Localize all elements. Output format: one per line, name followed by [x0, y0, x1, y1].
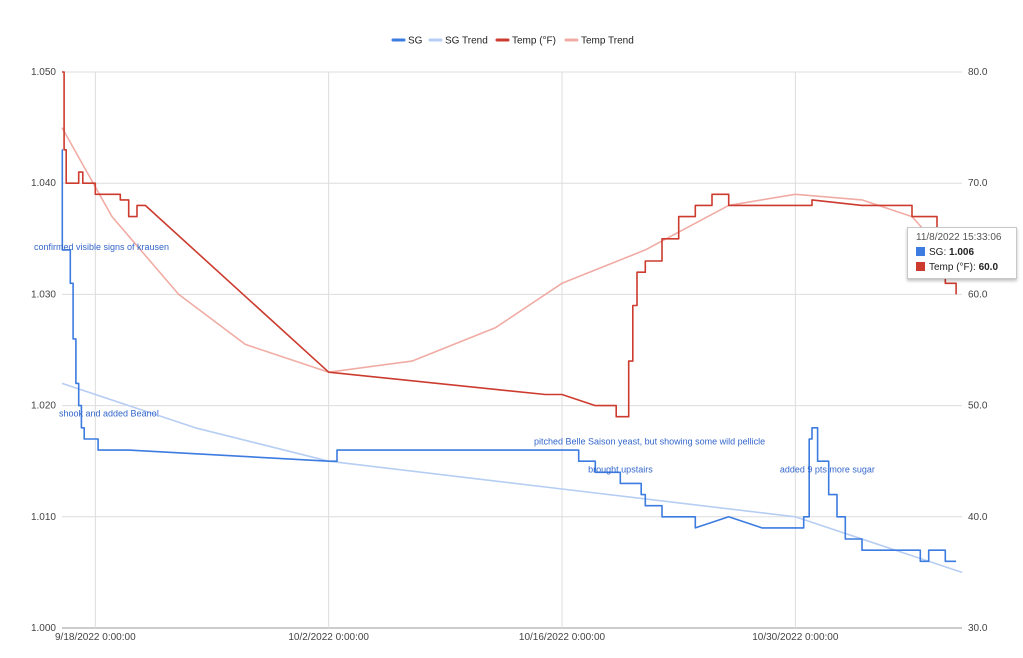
- tooltip-title: 11/8/2022 15:33:06: [916, 232, 1002, 243]
- x-tick-label: 9/18/2022 0:00:00: [55, 632, 136, 643]
- legend: SG SG Trend Temp (°F) Temp Trend: [391, 36, 634, 47]
- y-left-tick-label: 1.050: [31, 67, 56, 78]
- legend-label: SG Trend: [445, 36, 488, 47]
- tooltip-value-sg: 1.006: [949, 247, 975, 258]
- y-right-tick-label: 60.0: [968, 289, 988, 300]
- tooltip-value-temp: 60.0: [978, 262, 999, 273]
- tooltip: 11/8/2022 15:33:06 SG: 1.006 Temp (°F): …: [907, 227, 1017, 279]
- y-right-tick-label: 50.0: [968, 401, 988, 412]
- series-line-temp: [62, 71, 957, 418]
- y-left-tick-label: 1.030: [31, 289, 56, 300]
- series-line-temp-trend: [61, 127, 963, 373]
- axes: 1.000 30.0 1.010 40.0 1.020 50.0 1.030 60.0 1.04…: [31, 67, 988, 643]
- y-right-tick-label: 40.0: [968, 512, 988, 523]
- tooltip-swatch-temp: [916, 262, 925, 271]
- y-left-tick-label: 1.020: [31, 401, 56, 412]
- x-tick-label: 10/30/2022 0:00:00: [752, 632, 839, 643]
- legend-label: Temp Trend: [581, 36, 634, 47]
- tooltip-row-sg: SG: 1.006: [916, 247, 974, 258]
- series-line-sg: [61, 149, 957, 563]
- tooltip-label-sg: SG:: [929, 247, 950, 258]
- y-left-tick-label: 1.040: [31, 178, 56, 189]
- y-right-tick-label: 70.0: [968, 178, 988, 189]
- annotation-label: confirmed visible signs of krausen: [34, 242, 169, 252]
- tooltip-label-temp: Temp (°F):: [929, 262, 979, 273]
- y-left-tick-label: 1.010: [31, 512, 56, 523]
- y-left-tick-label: 1.000: [31, 623, 56, 634]
- tooltip-swatch-sg: [916, 247, 925, 256]
- annotations: confirmed visible signs of krausen shook …: [34, 242, 875, 474]
- tooltip-row-temp: Temp (°F): 60.0: [916, 262, 998, 273]
- annotation-label: added 9 pts more sugar: [780, 464, 875, 474]
- x-tick-label: 10/16/2022 0:00:00: [519, 632, 606, 643]
- x-tick-label: 10/2/2022 0:00:00: [288, 632, 369, 643]
- annotation-label: shook and added Beano!: [59, 409, 159, 419]
- y-right-tick-label: 80.0: [968, 67, 988, 78]
- plot-series: [61, 71, 963, 574]
- legend-label: SG: [408, 36, 423, 47]
- legend-label: Temp (°F): [512, 36, 556, 47]
- grid: [62, 71, 962, 629]
- y-right-tick-label: 30.0: [968, 623, 988, 634]
- annotation-label: brought upstairs: [588, 464, 653, 474]
- annotation-label: pitched Belle Saison yeast, but showing …: [534, 437, 765, 447]
- series-line-sg-trend: [61, 382, 963, 574]
